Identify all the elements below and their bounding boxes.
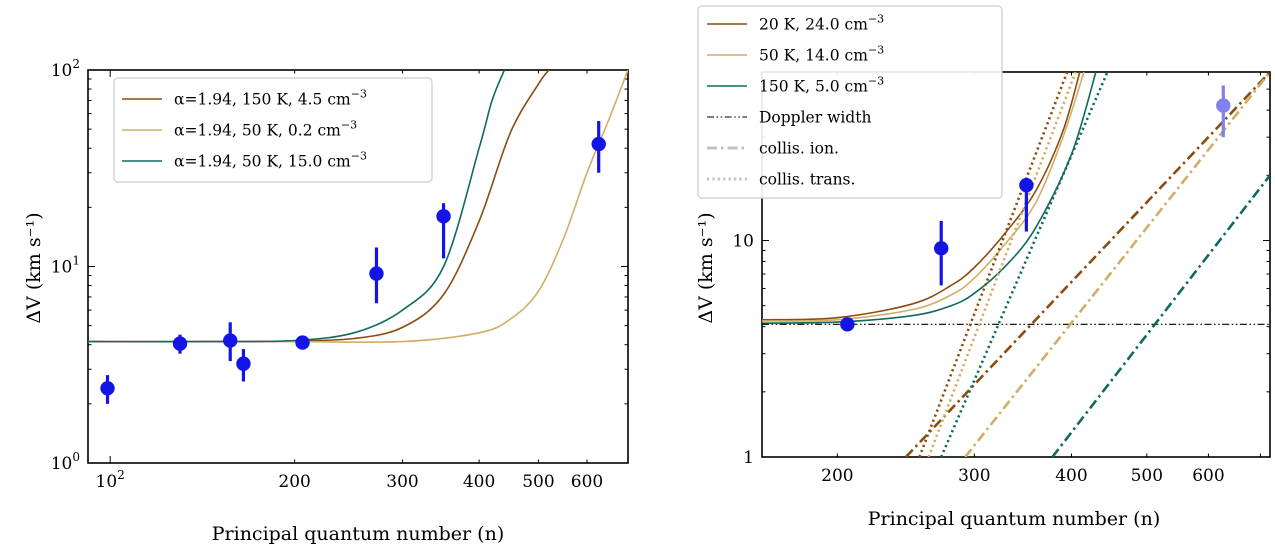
l-legend-label: α=1.94, 50 K, 15.0 cm−3 bbox=[174, 150, 367, 171]
r-legend-label: Doppler width bbox=[759, 109, 871, 127]
left-x-axis-label: Principal quantum number (n) bbox=[212, 523, 504, 545]
r-legend-label: collis. trans. bbox=[759, 171, 855, 189]
r-legend-label: 150 K, 5.0 cm−3 bbox=[759, 75, 884, 96]
r-data-marker bbox=[1216, 98, 1231, 113]
l-x-tick-label: 400 bbox=[463, 472, 495, 492]
r-y-tick-label: 1 bbox=[743, 448, 754, 468]
l-data-marker bbox=[591, 136, 606, 152]
l-x-tick-label: 300 bbox=[386, 472, 418, 492]
l-legend-exponent: −3 bbox=[351, 150, 367, 163]
l-data-marker bbox=[100, 381, 115, 396]
l-y-tick-label: 101 bbox=[51, 254, 80, 278]
r-series-line bbox=[1051, 174, 1270, 457]
l-x-tick-label: 200 bbox=[278, 472, 310, 492]
l-y-tick-exponent: 2 bbox=[72, 57, 80, 71]
r-x-tick-label: 500 bbox=[1131, 466, 1163, 486]
l-legend-exponent: −3 bbox=[351, 88, 367, 101]
l-data-marker bbox=[436, 209, 451, 224]
right-legend-box bbox=[697, 5, 1003, 199]
l-legend-exponent: −3 bbox=[341, 119, 357, 132]
r-x-tick-label: 600 bbox=[1192, 466, 1224, 486]
l-data-marker bbox=[236, 356, 251, 371]
l-y-tick-exponent: 1 bbox=[72, 254, 80, 268]
r-data-marker bbox=[934, 241, 949, 256]
r-series-line bbox=[918, 72, 1069, 457]
left-legend: α=1.94, 150 K, 4.5 cm−3 α=1.94, 50 K, 0.2… bbox=[113, 77, 433, 183]
right-ticks bbox=[762, 72, 1270, 457]
l-x-tick-label: 600 bbox=[571, 472, 603, 492]
l-x-tick-label: 102 bbox=[96, 468, 125, 492]
left-ticks bbox=[88, 70, 628, 463]
r-data-marker bbox=[840, 317, 855, 332]
r-legend-label: 50 K, 14.0 cm−3 bbox=[759, 44, 884, 65]
left-legend-box bbox=[113, 77, 433, 183]
r-series-line bbox=[762, 72, 1081, 321]
l-x-tick-exponent: 2 bbox=[117, 468, 125, 482]
r-series-line bbox=[762, 72, 1085, 322]
right-chart: 200 300 400 500 600 1 10 Principal quantum num… bbox=[695, 5, 1271, 530]
r-series-line bbox=[904, 72, 1270, 457]
l-y-tick-label: 102 bbox=[51, 57, 80, 81]
l-y-tick-exponent: 0 bbox=[72, 450, 80, 464]
l-y-tick-label: 100 bbox=[51, 450, 80, 474]
right-tick-labels: 200 300 400 500 600 1 10 bbox=[732, 231, 1224, 486]
r-x-tick-label: 400 bbox=[1055, 466, 1087, 486]
l-legend-label: α=1.94, 50 K, 0.2 cm−3 bbox=[174, 119, 357, 140]
r-x-tick-label: 200 bbox=[821, 466, 853, 486]
right-data-points bbox=[840, 85, 1231, 332]
r-legend-label: 20 K, 24.0 cm−3 bbox=[759, 13, 884, 34]
l-data-marker bbox=[172, 336, 188, 351]
r-series-line bbox=[762, 72, 1097, 324]
right-legend: 20 K, 24.0 cm−3 50 K, 14.0 cm−3 150 K, 5.0… bbox=[697, 5, 1003, 199]
r-x-tick-label: 300 bbox=[958, 466, 990, 486]
l-data-marker bbox=[295, 335, 310, 350]
right-y-axis-label: ΔV (km s⁻¹) bbox=[695, 212, 717, 323]
r-legend-exponent: −3 bbox=[868, 75, 884, 88]
r-data-marker bbox=[1019, 178, 1034, 193]
left-y-axis-label: ΔV (km s⁻¹) bbox=[23, 212, 45, 323]
l-data-marker bbox=[369, 266, 384, 281]
r-series-line bbox=[927, 72, 1077, 457]
l-legend-label: α=1.94, 150 K, 4.5 cm−3 bbox=[174, 88, 367, 109]
l-x-tick-label: 500 bbox=[522, 472, 554, 492]
r-y-tick-label: 10 bbox=[732, 231, 754, 251]
left-data-points bbox=[100, 121, 606, 404]
right-x-axis-label: Principal quantum number (n) bbox=[868, 508, 1160, 530]
l-series-line bbox=[88, 70, 506, 343]
l-data-marker bbox=[223, 333, 238, 348]
r-legend-label: collis. ion. bbox=[759, 140, 839, 158]
r-legend-exponent: −3 bbox=[868, 44, 884, 57]
r-legend-exponent: −3 bbox=[868, 13, 884, 26]
